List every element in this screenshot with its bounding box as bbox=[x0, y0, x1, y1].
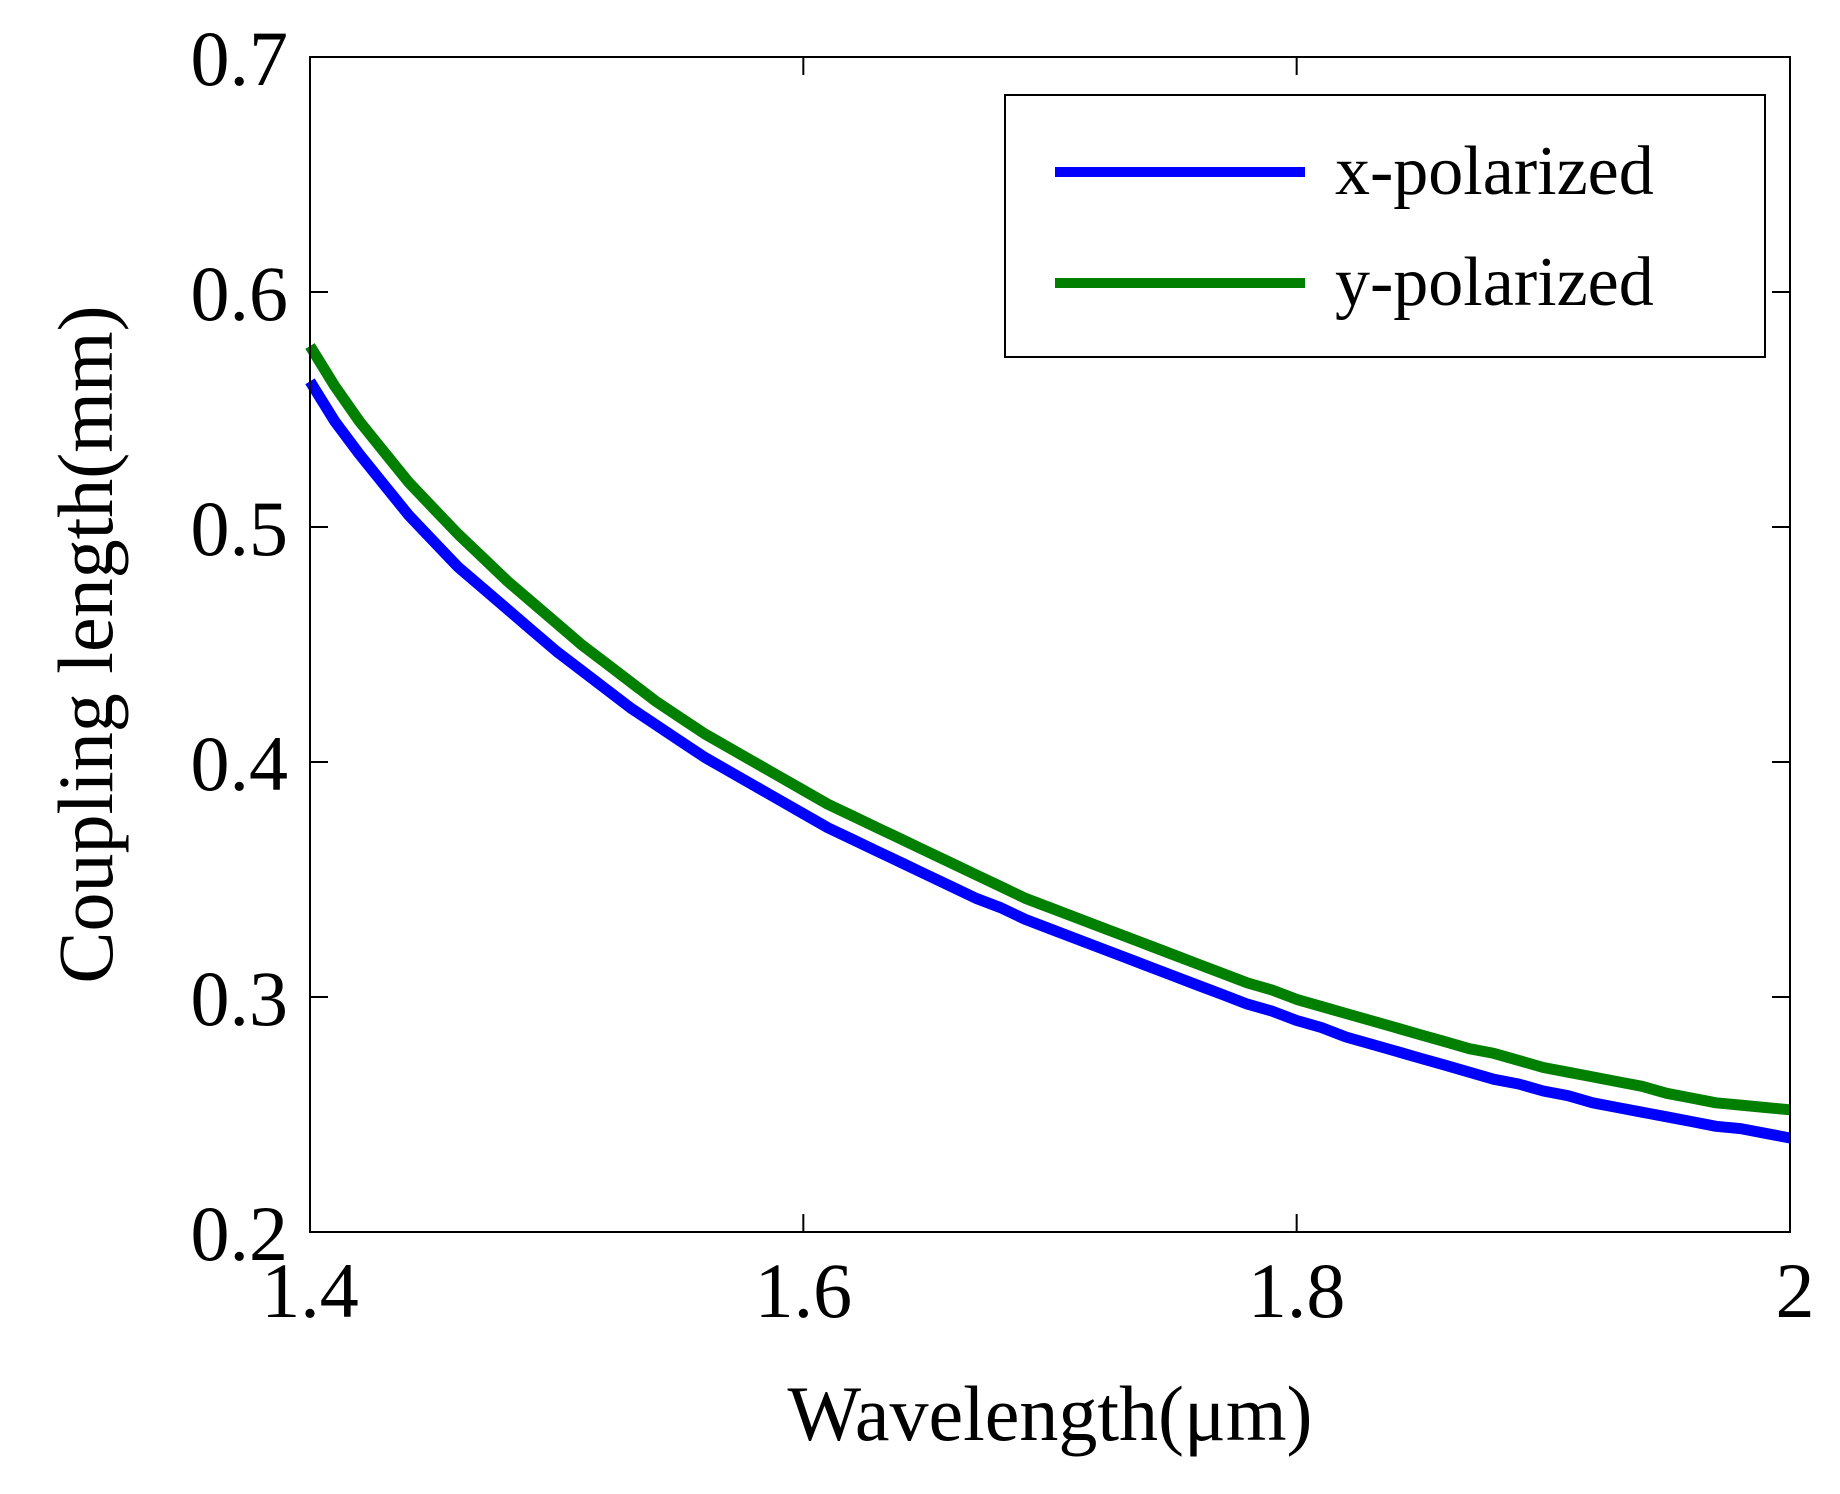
x-tick-label: 1.8 bbox=[1248, 1247, 1346, 1334]
x-tick-label: 1.4 bbox=[261, 1247, 359, 1334]
series-line-y-polarized bbox=[305, 343, 1791, 1116]
y-tick-label: 0.7 bbox=[191, 15, 289, 102]
x-tick-label: 2 bbox=[1776, 1247, 1815, 1334]
y-tick-label: 0.5 bbox=[191, 485, 289, 572]
y-tick-label: 0.3 bbox=[191, 955, 289, 1042]
x-axis-label: Wavelength(μm) bbox=[787, 1370, 1312, 1457]
y-axis-label: Coupling length(mm) bbox=[42, 305, 129, 983]
legend-box bbox=[1004, 94, 1766, 358]
legend: x-polarized y-polarized bbox=[1004, 94, 1766, 358]
legend-label-y-polarized: y-polarized bbox=[1335, 244, 1654, 321]
y-tick-label: 0.2 bbox=[191, 1190, 289, 1277]
x-tick-label: 1.6 bbox=[755, 1247, 853, 1334]
series-layer bbox=[305, 343, 1792, 1144]
legend-label-x-polarized: x-polarized bbox=[1335, 133, 1654, 210]
tick-layer: 1.4 1.6 1.8 2 0.2 0.3 0.4 0.5 0.6 0.7 bbox=[191, 15, 1815, 1334]
y-tick-label: 0.6 bbox=[191, 250, 289, 337]
plot-frame bbox=[309, 56, 1791, 1233]
y-tick-label: 0.4 bbox=[191, 720, 289, 807]
series-line-x-polarized bbox=[305, 378, 1792, 1144]
